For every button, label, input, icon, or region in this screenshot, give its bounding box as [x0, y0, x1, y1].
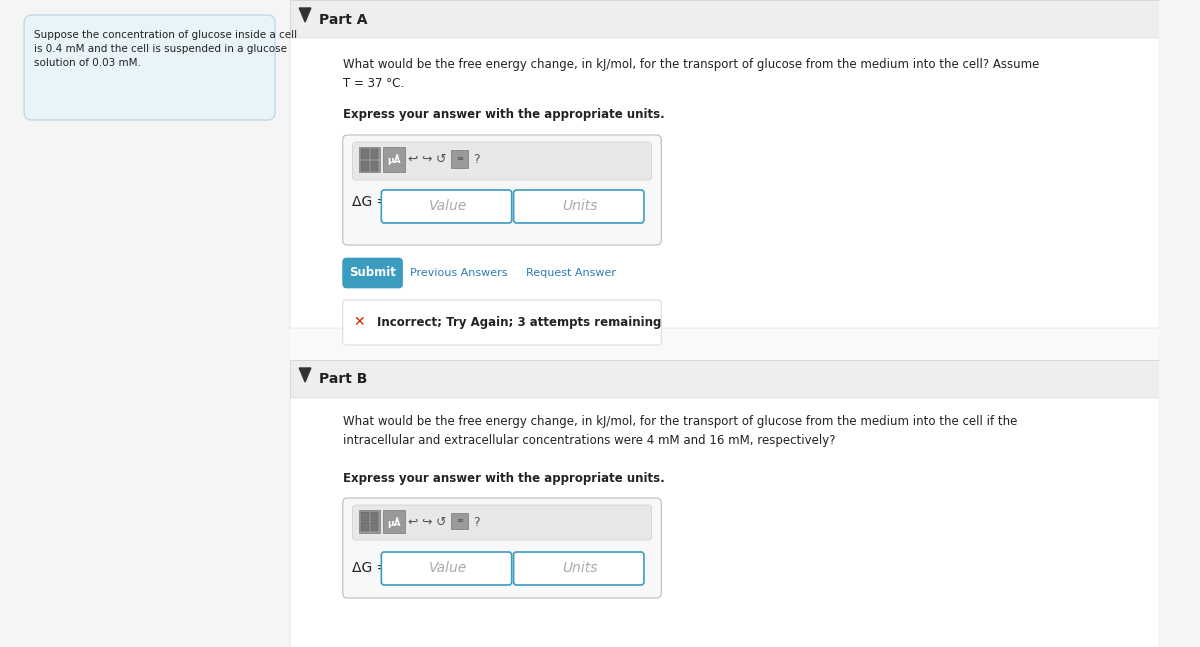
Bar	[289, 398, 1158, 647]
Text: ✕: ✕	[353, 316, 365, 329]
FancyBboxPatch shape	[382, 190, 511, 223]
Text: ?: ?	[473, 516, 479, 529]
FancyBboxPatch shape	[343, 258, 402, 288]
Text: ↺: ↺	[436, 153, 446, 166]
FancyBboxPatch shape	[353, 142, 652, 180]
Text: Request Answer: Request Answer	[526, 268, 616, 278]
Text: ↪: ↪	[421, 516, 432, 529]
Text: μÅ: μÅ	[388, 154, 401, 165]
Text: Incorrect; Try Again; 3 attempts remaining: Incorrect; Try Again; 3 attempts remaini…	[377, 316, 661, 329]
Bar	[0, 0, 289, 647]
FancyBboxPatch shape	[353, 505, 652, 540]
Text: ↪: ↪	[421, 153, 432, 166]
Bar	[451, 150, 468, 168]
Text: Submit: Submit	[349, 267, 396, 280]
Text: ΔG =: ΔG =	[353, 562, 389, 575]
Text: Express your answer with the appropriate units.: Express your answer with the appropriate…	[343, 472, 665, 485]
Text: ↺: ↺	[436, 516, 446, 529]
Text: ↩: ↩	[407, 153, 418, 166]
Text: Express your answer with the appropriate units.: Express your answer with the appropriate…	[343, 108, 665, 121]
Text: Part A: Part A	[318, 13, 367, 27]
Text: Units: Units	[563, 199, 598, 214]
Bar	[371, 149, 378, 159]
Text: ΔG =: ΔG =	[353, 195, 389, 209]
Bar	[361, 149, 368, 159]
FancyBboxPatch shape	[343, 300, 661, 345]
Text: ≡: ≡	[456, 155, 463, 164]
Text: ≡: ≡	[456, 516, 463, 525]
FancyBboxPatch shape	[24, 15, 275, 120]
Text: Suppose the concentration of glucose inside a cell
is 0.4 mM and the cell is sus: Suppose the concentration of glucose ins…	[34, 30, 296, 68]
Polygon shape	[299, 8, 311, 22]
Bar	[383, 147, 404, 172]
Bar	[451, 513, 468, 529]
Bar	[371, 161, 378, 171]
FancyBboxPatch shape	[382, 552, 511, 585]
Text: Value: Value	[428, 199, 467, 214]
Text: ↩: ↩	[407, 516, 418, 529]
Bar	[289, 0, 1158, 647]
Bar	[383, 510, 404, 533]
FancyBboxPatch shape	[514, 190, 644, 223]
Text: μÅ: μÅ	[388, 517, 401, 528]
Text: Part B: Part B	[318, 372, 367, 386]
Bar	[361, 522, 368, 531]
Bar	[359, 147, 380, 172]
FancyBboxPatch shape	[514, 552, 644, 585]
Text: Units: Units	[563, 562, 598, 575]
Bar	[359, 510, 380, 533]
Polygon shape	[299, 368, 311, 382]
Text: Value: Value	[428, 562, 467, 575]
Bar	[371, 522, 378, 531]
Text: Previous Answers: Previous Answers	[410, 268, 508, 278]
Bar	[289, 38, 1158, 328]
Text: What would be the free energy change, in kJ/mol, for the transport of glucose fr: What would be the free energy change, in…	[343, 415, 1018, 447]
FancyBboxPatch shape	[343, 135, 661, 245]
Bar	[371, 512, 378, 521]
Bar	[361, 512, 368, 521]
Text: ?: ?	[473, 153, 479, 166]
Text: What would be the free energy change, in kJ/mol, for the transport of glucose fr: What would be the free energy change, in…	[343, 58, 1039, 90]
FancyBboxPatch shape	[343, 498, 661, 598]
Bar	[289, 0, 1158, 38]
Bar	[289, 360, 1158, 398]
Bar	[361, 161, 368, 171]
